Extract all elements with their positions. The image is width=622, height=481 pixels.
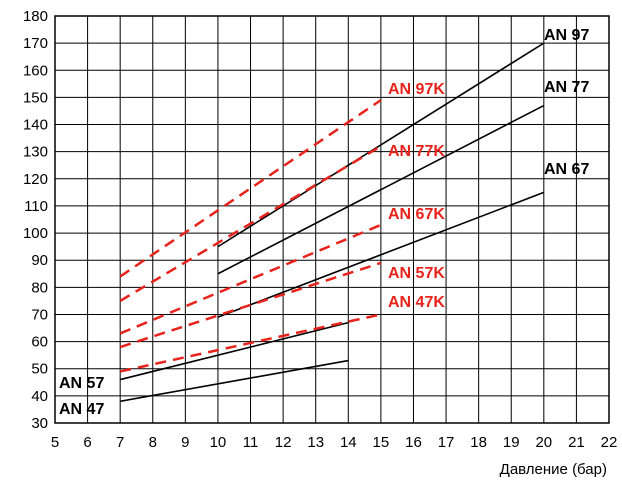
y-tick-label: 80: [31, 279, 48, 296]
x-tick-label: 15: [373, 434, 390, 451]
x-axis-title: Давление (бар): [500, 461, 607, 478]
y-tick-label: 170: [23, 35, 48, 52]
series-line-an-57: [119, 321, 349, 381]
series-lines: [119, 42, 545, 403]
series-label-an-57: AN 57: [59, 375, 104, 392]
series-line-an-67k: [119, 223, 382, 335]
series-line-an-97k: [119, 99, 382, 278]
x-tick-label: 12: [275, 434, 292, 451]
series-labels: AN 97 AN 77 AN 67 AN 57 AN 47 AN 97K AN 77K AN …: [59, 27, 589, 418]
x-tick-label: 16: [405, 434, 422, 451]
series-label-an-57k: AN 57K: [388, 265, 445, 282]
series-label-an-47: AN 47: [59, 401, 104, 418]
y-tick-label: 130: [23, 144, 48, 161]
y-tick-label: 180: [23, 8, 48, 25]
series-label-an-67k: AN 67K: [388, 206, 445, 223]
series-line-an-67: [217, 191, 545, 318]
y-tick-label: 50: [31, 361, 48, 378]
x-tick-label: 10: [210, 434, 227, 451]
y-tick-label: 120: [23, 171, 48, 188]
x-tick-label: 8: [149, 434, 157, 451]
x-tick-label: 19: [503, 434, 520, 451]
x-tick-label: 14: [340, 434, 357, 451]
x-tick-label: 7: [116, 434, 124, 451]
y-tick-label: 160: [23, 62, 48, 79]
y-tick-label: 110: [24, 198, 48, 215]
x-tick-label: 18: [470, 434, 487, 451]
series-label-an-97k: AN 97K: [388, 81, 445, 98]
y-tick-label: 90: [31, 252, 48, 269]
x-tick-label: 22: [601, 434, 618, 451]
series-line-an-77: [217, 104, 545, 275]
y-tick-label: 100: [23, 225, 48, 242]
series-label-an-47k: AN 47K: [388, 294, 445, 311]
series-label-an-77: AN 77: [544, 79, 589, 96]
x-tick-label: 21: [568, 434, 585, 451]
y-tick-label: 60: [31, 334, 48, 351]
series-label-an-97: AN 97: [544, 27, 589, 44]
x-tick-label: 20: [535, 434, 552, 451]
y-tick-label: 40: [31, 388, 48, 405]
x-tick-label: 6: [83, 434, 91, 451]
series-label-an-77k: AN 77K: [388, 143, 445, 160]
series-line-an-77k: [119, 145, 382, 302]
y-tick-label: 30: [31, 415, 48, 432]
x-tick-label: 13: [307, 434, 324, 451]
series-line-an-47: [120, 359, 349, 403]
series-label-an-67: AN 67: [544, 161, 589, 178]
x-tick-label: 5: [51, 434, 59, 451]
tick-labels: 5 6 7 8 9 10 11 12 13 14 15 16 17 18 19 20 21 22 30 40 50 60 7…: [23, 8, 617, 451]
x-tick-label: 9: [181, 434, 189, 451]
grid: [54, 15, 610, 424]
x-tick-label: 11: [243, 434, 259, 451]
y-tick-label: 150: [23, 89, 48, 106]
plot-frame: [54, 15, 610, 424]
series-line-an-97: [217, 42, 545, 248]
series-line-an-57k: [119, 261, 382, 349]
series-line-an-47k: [119, 313, 382, 373]
y-tick-label: 140: [23, 117, 48, 134]
x-tick-label: 17: [438, 434, 455, 451]
y-tick-label: 70: [31, 306, 48, 323]
